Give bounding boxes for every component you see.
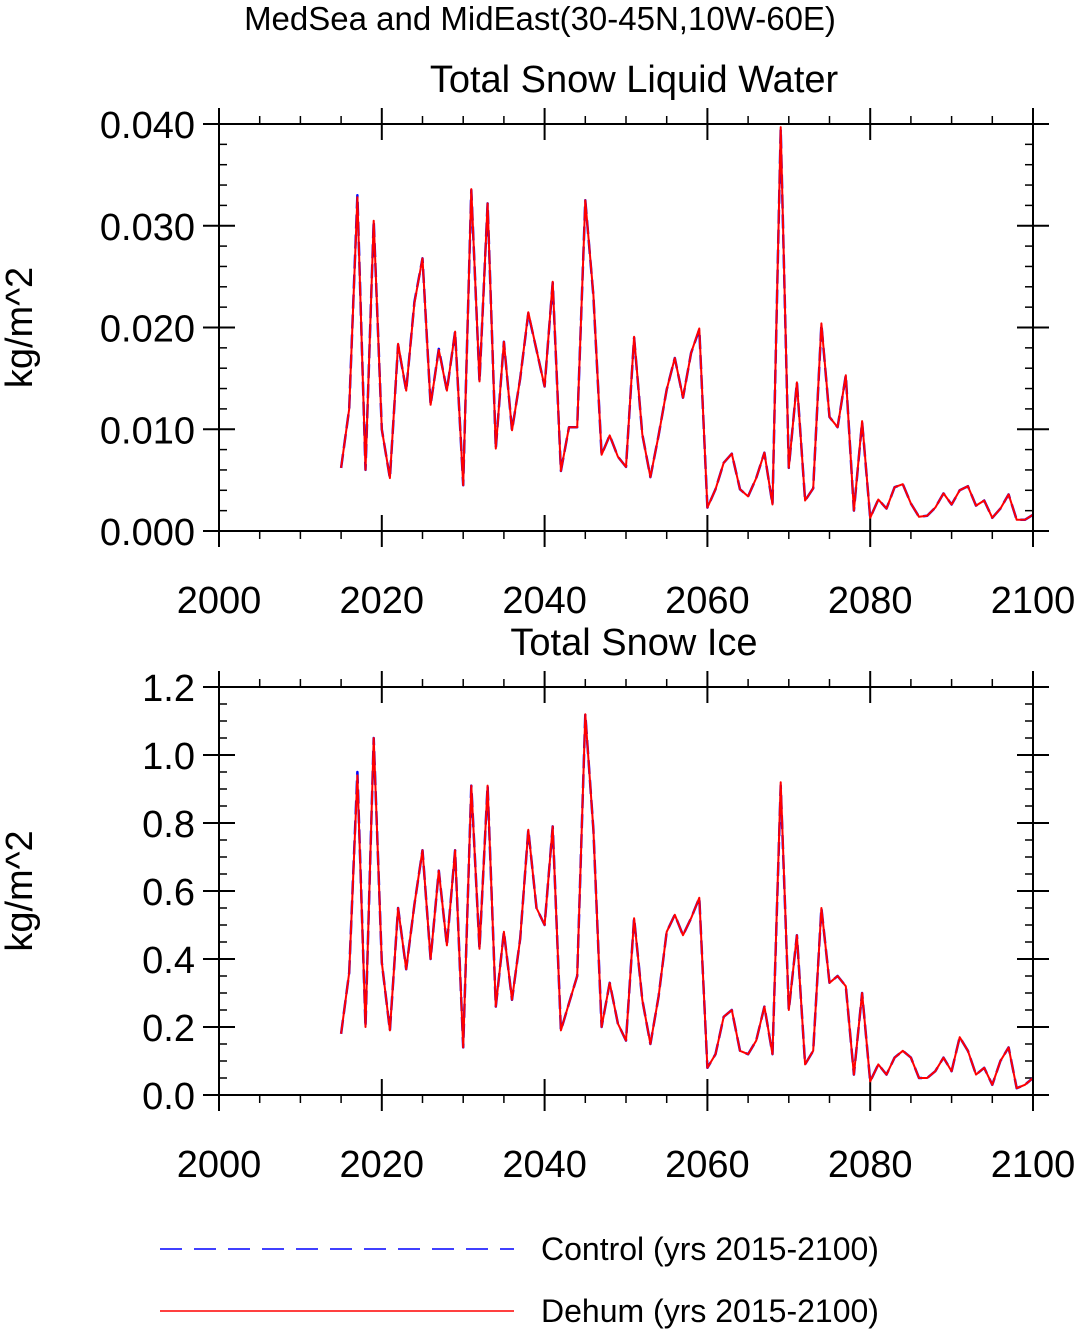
x-tick-label: 2040 bbox=[502, 580, 587, 622]
y-tick-label: 0.010 bbox=[100, 410, 195, 452]
y-axis-label: kg/m^2 bbox=[0, 830, 41, 951]
x-tick-label: 2020 bbox=[340, 1144, 425, 1186]
legend-label-dehum: Dehum (yrs 2015-2100) bbox=[541, 1293, 879, 1329]
axis-ticks bbox=[203, 671, 1049, 1111]
x-tick-label: 2100 bbox=[991, 580, 1076, 622]
y-tick-label: 0.4 bbox=[142, 940, 195, 982]
axis-ticks bbox=[203, 108, 1049, 547]
chart-panel-2: Total Snow Ice kg/m^2 0.0 0.2 0.4 0.6 0.8 1.0 1.… bbox=[0, 622, 1075, 1186]
panel-title: Total Snow Ice bbox=[510, 622, 757, 664]
y-tick-label: 0.040 bbox=[100, 105, 195, 147]
legend-label-control: Control (yrs 2015-2100) bbox=[541, 1231, 879, 1267]
plot-frame bbox=[218, 123, 1034, 532]
series-line-dehum bbox=[340, 126, 1034, 521]
x-tick-label: 2060 bbox=[665, 580, 750, 622]
y-tick-label: 0.000 bbox=[100, 512, 195, 554]
x-tick-label: 2040 bbox=[502, 1144, 587, 1186]
chart-panel-1: Total Snow Liquid Water kg/m^2 0.000 0.010 0… bbox=[0, 59, 1075, 622]
y-tick-label: 0.020 bbox=[100, 309, 195, 351]
series-line-dehum bbox=[340, 713, 1034, 1090]
x-tick-label: 2000 bbox=[177, 580, 262, 622]
x-tick-label: 2100 bbox=[991, 1144, 1076, 1186]
y-tick-label: 0.6 bbox=[142, 872, 195, 914]
series-line-control bbox=[339, 127, 1034, 522]
chart-panels: Total Snow Liquid Water kg/m^2 0.000 0.010 0… bbox=[0, 59, 1075, 1186]
y-tick-label: 0.2 bbox=[142, 1008, 195, 1050]
y-tick-label: 1.2 bbox=[142, 668, 195, 710]
y-tick-label: 0.0 bbox=[142, 1076, 195, 1118]
x-tick-label: 2080 bbox=[828, 580, 913, 622]
legend: Control (yrs 2015-2100) Dehum (yrs 2015-2… bbox=[160, 1231, 879, 1329]
plot-frame bbox=[218, 686, 1034, 1096]
panel-title: Total Snow Liquid Water bbox=[430, 59, 839, 101]
y-tick-label: 0.030 bbox=[100, 207, 195, 249]
figure-title: MedSea and MidEast(30-45N,10W-60E) bbox=[244, 0, 836, 37]
x-tick-label: 2020 bbox=[340, 580, 425, 622]
series-line-control bbox=[339, 712, 1034, 1090]
x-tick-label: 2060 bbox=[665, 1144, 750, 1186]
y-tick-label: 1.0 bbox=[142, 736, 195, 778]
y-axis-label: kg/m^2 bbox=[0, 267, 41, 388]
x-tick-label: 2080 bbox=[828, 1144, 913, 1186]
y-tick-label: 0.8 bbox=[142, 804, 195, 846]
x-tick-label: 2000 bbox=[177, 1144, 262, 1186]
